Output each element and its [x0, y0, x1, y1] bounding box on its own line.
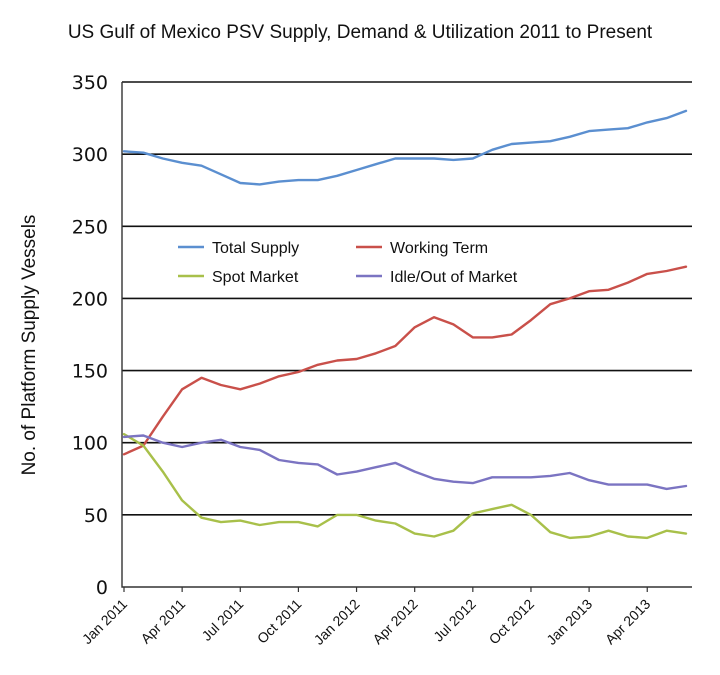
y-tick-label: 50	[84, 505, 108, 527]
series-lines	[122, 109, 688, 540]
y-tick-label: 100	[72, 433, 108, 455]
legend-label-spot-market: Spot Market	[212, 269, 299, 286]
series-line-total-supply	[122, 109, 688, 186]
series-line-working-term	[122, 265, 688, 456]
legend: Total Supply Working Term Spot Market Idle/…	[178, 240, 518, 286]
x-tick-label: Oct 2011	[254, 596, 305, 647]
legend-label-working-term: Working Term	[390, 240, 488, 257]
series-line-idle-out-of-market	[122, 434, 688, 491]
y-tick-label: 150	[72, 361, 108, 383]
legend-label-idle-out-of-market: Idle/Out of Market	[390, 269, 518, 286]
y-tick-labels: 0 50 100 150 200 250 300 350	[72, 72, 108, 599]
x-tick-label: Apr 2013	[602, 596, 654, 648]
y-tick-label: 0	[96, 577, 108, 599]
gridlines	[121, 81, 692, 588]
y-axis-label: No. of Platform Supply Vessels	[19, 215, 40, 476]
x-tick-label: Apr 2012	[369, 596, 421, 648]
x-tick-label: Apr 2011	[138, 596, 189, 647]
axis-frame	[121, 82, 692, 588]
y-tick-label: 300	[72, 144, 108, 166]
chart-title: US Gulf of Mexico PSV Supply, Demand & U…	[68, 22, 653, 43]
y-tick-label: 200	[72, 288, 108, 310]
x-tick-label: Jan 2012	[311, 596, 363, 648]
legend-label-total-supply: Total Supply	[212, 240, 299, 257]
series-line-spot-market	[122, 432, 688, 540]
x-tick-label: Jul 2012	[430, 596, 479, 645]
y-tick-label: 250	[72, 216, 108, 238]
y-tick-label: 350	[72, 72, 108, 94]
x-tick-labels: Jan 2011 Apr 2011 Jul 2011 Oct 2011 Jan 2012…	[79, 587, 654, 648]
x-tick-label: Jan 2013	[543, 596, 595, 648]
x-tick-label: Jul 2011	[198, 596, 246, 644]
x-tick-label: Jan 2011	[79, 596, 130, 647]
x-tick-label: Oct 2012	[486, 596, 538, 648]
